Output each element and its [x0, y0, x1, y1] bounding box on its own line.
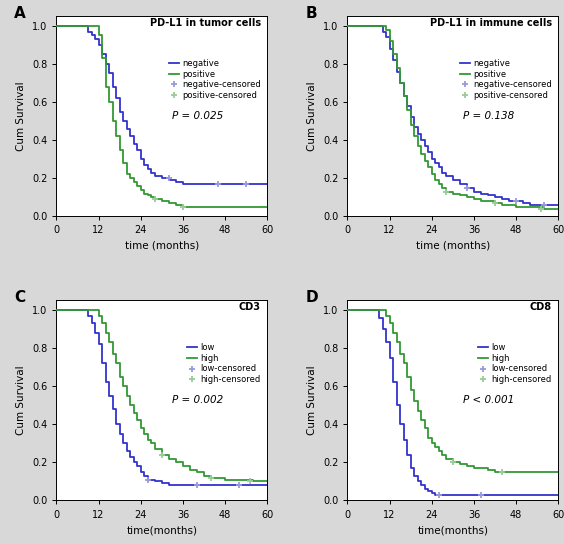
Legend: negative, positive, negative-censored, positive-censored: negative, positive, negative-censored, p… — [457, 57, 554, 102]
Y-axis label: Cum Survival: Cum Survival — [16, 366, 27, 435]
Text: P = 0.002: P = 0.002 — [173, 395, 224, 405]
X-axis label: time (months): time (months) — [416, 241, 490, 251]
Text: CD3: CD3 — [239, 302, 261, 312]
Legend: low, high, low-censored, high-censored: low, high, low-censored, high-censored — [184, 341, 263, 387]
Text: CD8: CD8 — [530, 302, 552, 312]
Legend: negative, positive, negative-censored, positive-censored: negative, positive, negative-censored, p… — [166, 57, 263, 102]
Y-axis label: Cum Survival: Cum Survival — [307, 82, 318, 151]
Text: A: A — [14, 7, 26, 21]
Text: P < 0.001: P < 0.001 — [464, 395, 515, 405]
Y-axis label: Cum Survival: Cum Survival — [16, 82, 27, 151]
Text: P = 0.138: P = 0.138 — [464, 112, 515, 121]
X-axis label: time(months): time(months) — [417, 525, 488, 535]
Text: PD-L1 in tumor cells: PD-L1 in tumor cells — [150, 18, 261, 28]
Text: PD-L1 in immune cells: PD-L1 in immune cells — [430, 18, 552, 28]
X-axis label: time(months): time(months) — [126, 525, 197, 535]
Text: B: B — [305, 7, 317, 21]
Text: D: D — [305, 290, 318, 305]
Text: P = 0.025: P = 0.025 — [173, 112, 224, 121]
X-axis label: time (months): time (months) — [125, 241, 199, 251]
Text: C: C — [14, 290, 25, 305]
Y-axis label: Cum Survival: Cum Survival — [307, 366, 318, 435]
Legend: low, high, low-censored, high-censored: low, high, low-censored, high-censored — [475, 341, 554, 387]
